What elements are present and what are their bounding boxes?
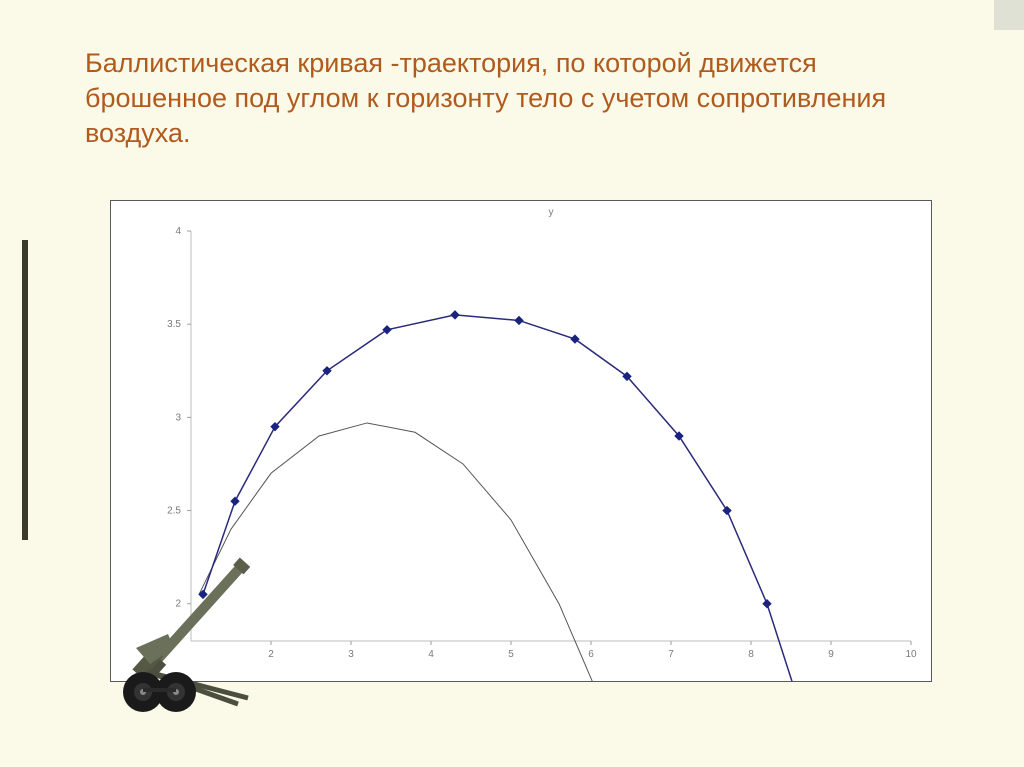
cannon-illustration bbox=[88, 530, 278, 720]
side-accent-bar bbox=[22, 240, 28, 540]
svg-text:5: 5 bbox=[508, 649, 514, 660]
cannon-svg bbox=[88, 530, 278, 720]
svg-text:3: 3 bbox=[348, 649, 354, 660]
svg-text:6: 6 bbox=[588, 649, 594, 660]
svg-text:4: 4 bbox=[175, 226, 181, 237]
corner-accent bbox=[994, 0, 1024, 30]
svg-text:4: 4 bbox=[428, 649, 434, 660]
svg-text:7: 7 bbox=[668, 649, 674, 660]
slide-title: Баллистическая кривая -траектория, по ко… bbox=[85, 46, 964, 151]
svg-text:9: 9 bbox=[828, 649, 834, 660]
svg-text:2.5: 2.5 bbox=[167, 506, 181, 517]
svg-text:8: 8 bbox=[748, 649, 754, 660]
svg-text:10: 10 bbox=[905, 649, 917, 660]
svg-text:3.5: 3.5 bbox=[167, 319, 181, 330]
svg-text:3: 3 bbox=[175, 412, 181, 423]
svg-text:y: y bbox=[549, 207, 554, 218]
slide: Баллистическая кривая -траектория, по ко… bbox=[0, 0, 1024, 767]
